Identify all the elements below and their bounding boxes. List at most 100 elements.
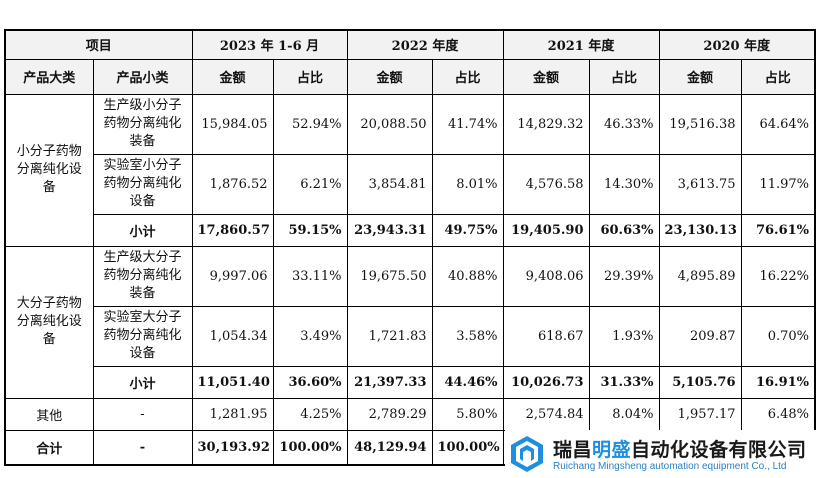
value-cell: 618.67 — [502, 305, 590, 367]
major-category: 小分子药物分离纯化设备 — [4, 93, 94, 247]
total-sub: - — [92, 429, 193, 466]
header-period-3: 2021 年度 — [502, 29, 660, 60]
value-cell: 3.49% — [272, 305, 348, 367]
value-cell: 16.91% — [740, 365, 816, 399]
value-cell: 40.88% — [431, 245, 504, 307]
value-cell: 3.58% — [431, 305, 504, 367]
header-amount: 金额 — [658, 58, 742, 95]
subtotal-row: 小计 17,860.57 59.15% 23,943.31 49.75% 19,… — [5, 213, 816, 247]
header-item: 项目 — [4, 29, 193, 60]
company-watermark: 瑞昌明盛自动化设备有限公司 Ruichang Mingsheng automat… — [505, 430, 834, 478]
table-row: 小分子药物分离纯化设备 生产级小分子药物分离纯化装备 15,984.05 52.… — [4, 93, 816, 247]
table-row: 大分子药物分离纯化设备 生产级大分子药物分离纯化装备 9,997.06 33.1… — [4, 245, 816, 399]
value-cell: 1,876.52 — [191, 153, 274, 215]
minor-category: 生产级小分子药物分离纯化装备 — [92, 93, 193, 155]
minor-category: 生产级大分子药物分离纯化装备 — [92, 245, 193, 307]
value-cell: 17,860.57 — [191, 213, 274, 247]
value-cell: 19,405.90 — [502, 213, 590, 247]
value-cell: 6.21% — [272, 153, 348, 215]
header-amount: 金额 — [191, 58, 274, 95]
value-cell: 15,984.05 — [191, 93, 274, 155]
company-name-cn: 瑞昌明盛自动化设备有限公司 — [553, 439, 807, 461]
value-cell: 6.48% — [740, 397, 816, 431]
value-cell: 48,129.94 — [346, 429, 433, 466]
value-cell: 9,408.06 — [502, 245, 590, 307]
total-label: 合计 — [4, 429, 94, 466]
value-cell: 209.87 — [658, 305, 742, 367]
value-cell: 2,789.29 — [346, 397, 433, 431]
header-ratio: 占比 — [431, 58, 504, 95]
value-cell: 8.04% — [588, 397, 660, 431]
value-cell: 33.11% — [272, 245, 348, 307]
value-cell: 100.00% — [431, 429, 504, 466]
header-ratio: 占比 — [588, 58, 660, 95]
table-row: 实验室大分子药物分离纯化设备 1,054.34 3.49% 1,721.83 3… — [5, 305, 816, 367]
value-cell: 30,193.92 — [191, 429, 274, 466]
value-cell: 76.61% — [740, 213, 816, 247]
value-cell: 52.94% — [272, 93, 348, 155]
value-cell: 14.30% — [588, 153, 660, 215]
other-label: 其他 — [4, 397, 94, 431]
value-cell: 11.97% — [740, 153, 816, 215]
value-cell: 11,051.40 — [191, 365, 274, 399]
header-period-4: 2020 年度 — [658, 29, 816, 60]
value-cell: 9,997.06 — [191, 245, 274, 307]
header-period-1: 2023 年 1-6 月 — [191, 29, 348, 60]
other-row: 其他 - 1,281.95 4.25% 2,789.29 5.80% 2,574… — [4, 397, 816, 431]
value-cell: 60.63% — [588, 213, 660, 247]
subtotal-row: 小计 11,051.40 36.60% 21,397.33 44.46% 10,… — [5, 365, 816, 399]
value-cell: 1,721.83 — [346, 305, 433, 367]
table-row: 实验室小分子药物分离纯化设备 1,876.52 6.21% 3,854.81 8… — [5, 153, 816, 215]
subtotal-label: 小计 — [92, 365, 193, 399]
value-cell: 5,105.76 — [658, 365, 742, 399]
value-cell: 3,613.75 — [658, 153, 742, 215]
value-cell: 29.39% — [588, 245, 660, 307]
value-cell: 19,675.50 — [346, 245, 433, 307]
value-cell: 36.60% — [272, 365, 348, 399]
header-row-columns: 产品大类 产品小类 金额 占比 金额 占比 金额 占比 金额 占比 — [4, 58, 816, 95]
value-cell: 46.33% — [588, 93, 660, 155]
value-cell: 21,397.33 — [346, 365, 433, 399]
minor-category: 实验室小分子药物分离纯化设备 — [92, 153, 193, 215]
value-cell: 0.70% — [740, 305, 816, 367]
value-cell: 64.64% — [740, 93, 816, 155]
revenue-table: 项目 2023 年 1-6 月 2022 年度 2021 年度 2020 年度 … — [4, 29, 817, 466]
value-cell: 31.33% — [588, 365, 660, 399]
value-cell: 41.74% — [431, 93, 504, 155]
value-cell: 4,576.58 — [502, 153, 590, 215]
value-cell: 2,574.84 — [502, 397, 590, 431]
value-cell: 8.01% — [431, 153, 504, 215]
value-cell: 59.15% — [272, 213, 348, 247]
company-name-en: Ruichang Mingsheng automation equipment … — [553, 461, 787, 472]
header-minor: 产品小类 — [92, 58, 193, 95]
value-cell: 5.80% — [431, 397, 504, 431]
minor-category: 实验室大分子药物分离纯化设备 — [92, 305, 193, 367]
value-cell: 19,516.38 — [658, 93, 742, 155]
value-cell: 20,088.50 — [346, 93, 433, 155]
value-cell: 4,895.89 — [658, 245, 742, 307]
other-sub: - — [92, 397, 193, 431]
subtotal-label: 小计 — [92, 213, 193, 247]
value-cell: 23,130.13 — [658, 213, 742, 247]
header-ratio: 占比 — [740, 58, 816, 95]
header-period-2: 2022 年度 — [346, 29, 504, 60]
value-cell: 1.93% — [588, 305, 660, 367]
value-cell: 4.25% — [272, 397, 348, 431]
header-amount: 金额 — [502, 58, 590, 95]
value-cell: 44.46% — [431, 365, 504, 399]
header-major: 产品大类 — [4, 58, 94, 95]
header-ratio: 占比 — [272, 58, 348, 95]
value-cell: 16.22% — [740, 245, 816, 307]
value-cell: 1,281.95 — [191, 397, 274, 431]
value-cell: 1,957.17 — [658, 397, 742, 431]
value-cell: 100.00% — [272, 429, 348, 466]
major-category: 大分子药物分离纯化设备 — [4, 245, 94, 399]
value-cell: 3,854.81 — [346, 153, 433, 215]
header-amount: 金额 — [346, 58, 433, 95]
value-cell: 10,026.73 — [502, 365, 590, 399]
header-row-periods: 项目 2023 年 1-6 月 2022 年度 2021 年度 2020 年度 — [4, 29, 816, 60]
revenue-table-container: 项目 2023 年 1-6 月 2022 年度 2021 年度 2020 年度 … — [4, 29, 817, 469]
value-cell: 23,943.31 — [346, 213, 433, 247]
value-cell: 1,054.34 — [191, 305, 274, 367]
cube-logo-icon — [511, 436, 543, 472]
